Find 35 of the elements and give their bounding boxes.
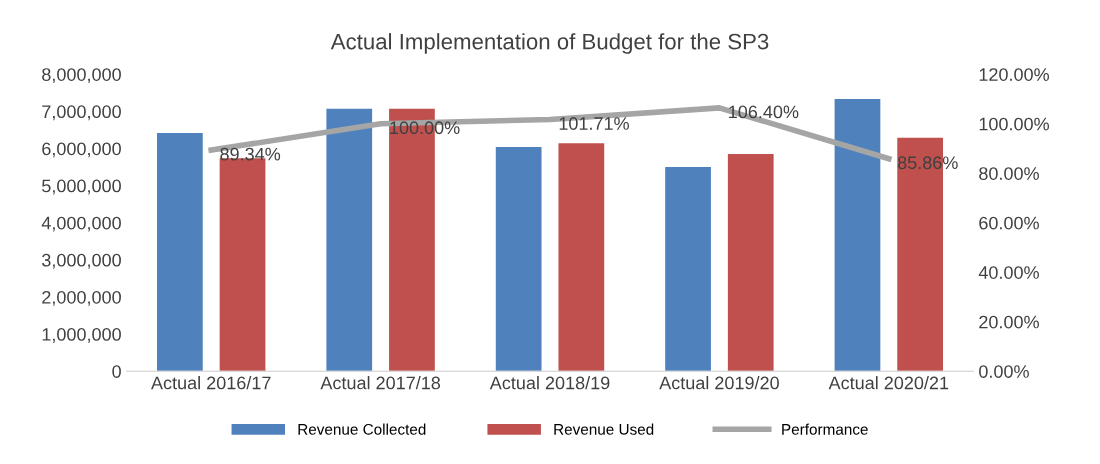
bar [558, 143, 605, 372]
y-tick-label: 3,000,000 [42, 253, 121, 269]
bar [665, 167, 711, 372]
y2-tick-label: 20.00% [979, 315, 1039, 329]
chart-title: Actual Implementation of Budget for the SP3 [330, 33, 769, 54]
y-tick-label: 7,000,000 [42, 105, 121, 121]
y2-tick-label: 0.00% [979, 365, 1029, 378]
legend-label: Revenue Used [554, 423, 654, 435]
y-tick-label: 4,000,000 [41, 216, 121, 232]
y2-tick-label: 40.00% [978, 266, 1039, 279]
y-tick-label: 5,000,000 [42, 179, 121, 195]
bar [495, 147, 542, 372]
data-label: 89.34% [220, 147, 281, 161]
x-tick-label: Actual 2018/19 [489, 376, 610, 390]
y2-tick-label: 60.00% [979, 216, 1039, 230]
x-tick-label: Actual 2016/17 [151, 376, 271, 390]
data-label: 101.71% [559, 117, 629, 130]
y-tick-label: 1,000,000 [42, 328, 121, 343]
x-tick-label: Actual 2019/20 [659, 376, 779, 390]
legend-label: Revenue Collected [298, 423, 426, 435]
y2-tick-label: 80.00% [979, 167, 1039, 180]
legend-label: Performance [782, 423, 868, 435]
bar [156, 132, 203, 372]
y2-tick-label: 120.00% [979, 68, 1049, 81]
y-tick-label: 2,000,000 [42, 290, 121, 306]
bar [727, 154, 774, 372]
y-tick-label: 6,000,000 [42, 142, 121, 158]
x-tick-label: Actual 2017/18 [320, 376, 441, 390]
bar [326, 108, 373, 372]
y-tick-label: 0 [112, 365, 121, 378]
bar [834, 99, 881, 372]
x-tick-label: Actual 2020/21 [828, 376, 949, 390]
y-tick-label: 8,000,000 [42, 68, 121, 84]
data-label: 106.40% [729, 105, 799, 119]
y2-tick-label: 100.00% [979, 117, 1049, 131]
